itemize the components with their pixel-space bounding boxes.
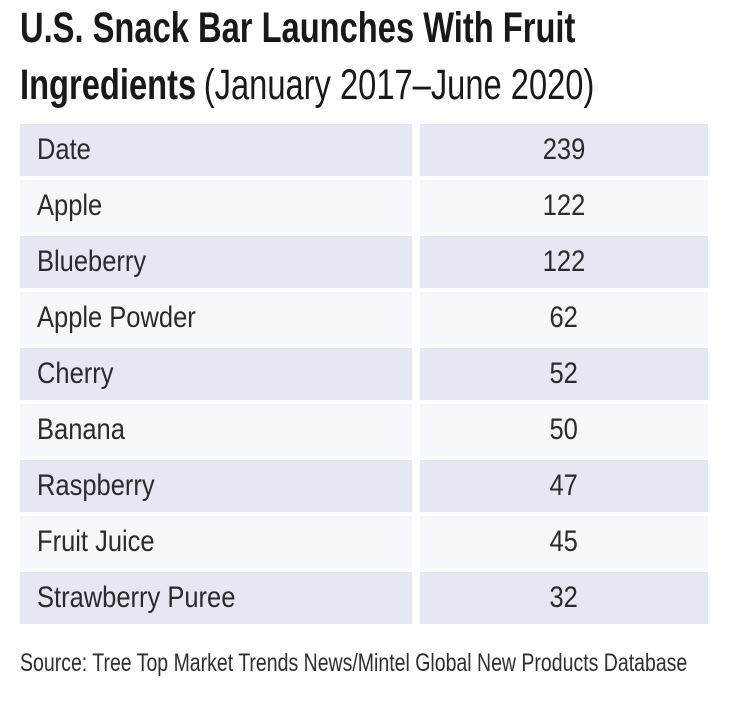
row-label: Date: [37, 133, 91, 166]
row-label: Raspberry: [37, 469, 155, 502]
table-row: Apple 122: [20, 180, 708, 232]
row-value: 52: [549, 357, 579, 390]
source-text: Source: Tree Top Market Trends News/Mint…: [20, 649, 688, 677]
row-value: 239: [542, 133, 586, 166]
row-label-cell: Strawberry Puree: [20, 572, 412, 624]
row-value: 122: [542, 245, 586, 278]
row-value: 62: [549, 301, 579, 334]
row-label-cell: Fruit Juice: [20, 516, 412, 568]
row-value-cell: 47: [420, 460, 708, 512]
title-line-1: U.S. Snack Bar Launches With Fruit: [20, 4, 576, 52]
table-row: Raspberry 47: [20, 460, 708, 512]
row-value: 47: [549, 469, 579, 502]
table-row: Cherry 52: [20, 348, 708, 400]
row-label-cell: Apple: [20, 180, 412, 232]
row-label-cell: Blueberry: [20, 236, 412, 288]
row-value-cell: 32: [420, 572, 708, 624]
row-label-cell: Banana: [20, 404, 412, 456]
table-row: Apple Powder 62: [20, 292, 708, 344]
row-label-cell: Raspberry: [20, 460, 412, 512]
title-line-2-subtitle: (January 2017–June 2020): [203, 61, 595, 109]
row-value: 32: [549, 581, 579, 614]
row-value: 122: [542, 189, 586, 222]
table-row: Blueberry 122: [20, 236, 708, 288]
row-value: 45: [549, 525, 579, 558]
table-row: Fruit Juice 45: [20, 516, 708, 568]
row-label: Apple Powder: [37, 301, 196, 334]
page-title: U.S. Snack Bar Launches With Fruit Ingre…: [20, 0, 708, 114]
row-value-cell: 50: [420, 404, 708, 456]
row-value-cell: 52: [420, 348, 708, 400]
table-row: Strawberry Puree 32: [20, 572, 708, 624]
title-line-2: Ingredients (January 2017–June 2020): [20, 57, 594, 114]
row-value-cell: 122: [420, 236, 708, 288]
row-label-cell: Apple Powder: [20, 292, 412, 344]
row-value-cell: 239: [420, 124, 708, 176]
row-value-cell: 45: [420, 516, 708, 568]
row-label-cell: Date: [20, 124, 412, 176]
row-label: Strawberry Puree: [37, 581, 236, 614]
table-row: Banana 50: [20, 404, 708, 456]
row-label: Fruit Juice: [37, 525, 155, 558]
row-value-cell: 122: [420, 180, 708, 232]
row-label: Cherry: [37, 357, 114, 390]
title-line-2-bold: Ingredients: [20, 61, 197, 109]
row-label: Blueberry: [37, 245, 147, 278]
row-value: 50: [549, 413, 579, 446]
row-value-cell: 62: [420, 292, 708, 344]
source-note: Source: Tree Top Market Trends News/Mint…: [20, 649, 708, 678]
row-label: Banana: [37, 413, 125, 446]
row-label: Apple: [37, 189, 103, 222]
table-row: Date 239: [20, 124, 708, 176]
data-table: Date 239 Apple 122 Blueberry 122 Apple Powder 6…: [20, 124, 708, 624]
row-label-cell: Cherry: [20, 348, 412, 400]
figure: U.S. Snack Bar Launches With Fruit Ingre…: [20, 0, 708, 678]
